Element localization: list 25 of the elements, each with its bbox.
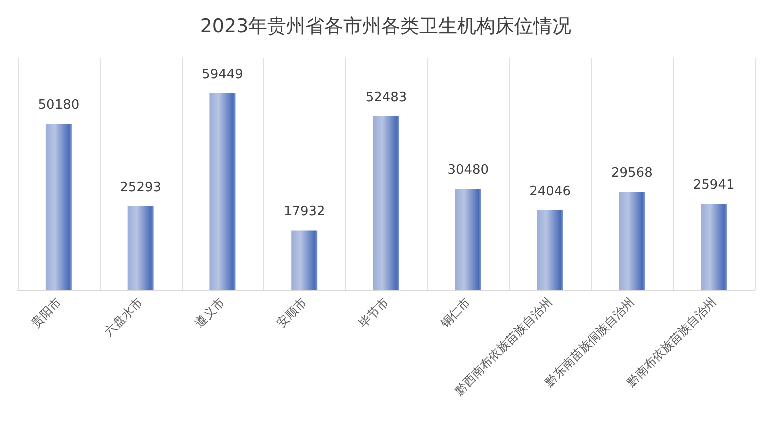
bar	[128, 206, 154, 290]
bar	[619, 192, 646, 290]
data-label: 50180	[38, 98, 80, 114]
data-label: 52483	[366, 90, 408, 106]
bar	[537, 210, 564, 290]
x-tick-label: 毕节市	[356, 295, 392, 330]
data-label: 25293	[120, 180, 162, 196]
bar	[455, 189, 482, 290]
x-tick-label: 安顺市	[274, 295, 310, 330]
bar	[292, 230, 318, 290]
bar	[46, 124, 72, 290]
bar	[210, 93, 236, 290]
x-tick-label: 贵阳市	[28, 295, 64, 330]
x-tick-label: 遵义市	[192, 295, 228, 330]
bar	[701, 204, 728, 290]
bar	[374, 116, 400, 290]
chart-title: 2023年贵州省各市州各类卫生机构床位情况	[200, 16, 572, 38]
data-label: 25941	[693, 178, 735, 194]
data-label: 24046	[530, 184, 571, 200]
data-label: 17932	[284, 204, 326, 220]
data-label: 59449	[202, 67, 244, 82]
x-tick-label: 六盘水市	[102, 295, 146, 339]
x-tick-label: 铜仁市	[437, 295, 474, 332]
data-label: 29568	[611, 166, 653, 182]
data-label: 30480	[448, 163, 490, 178]
